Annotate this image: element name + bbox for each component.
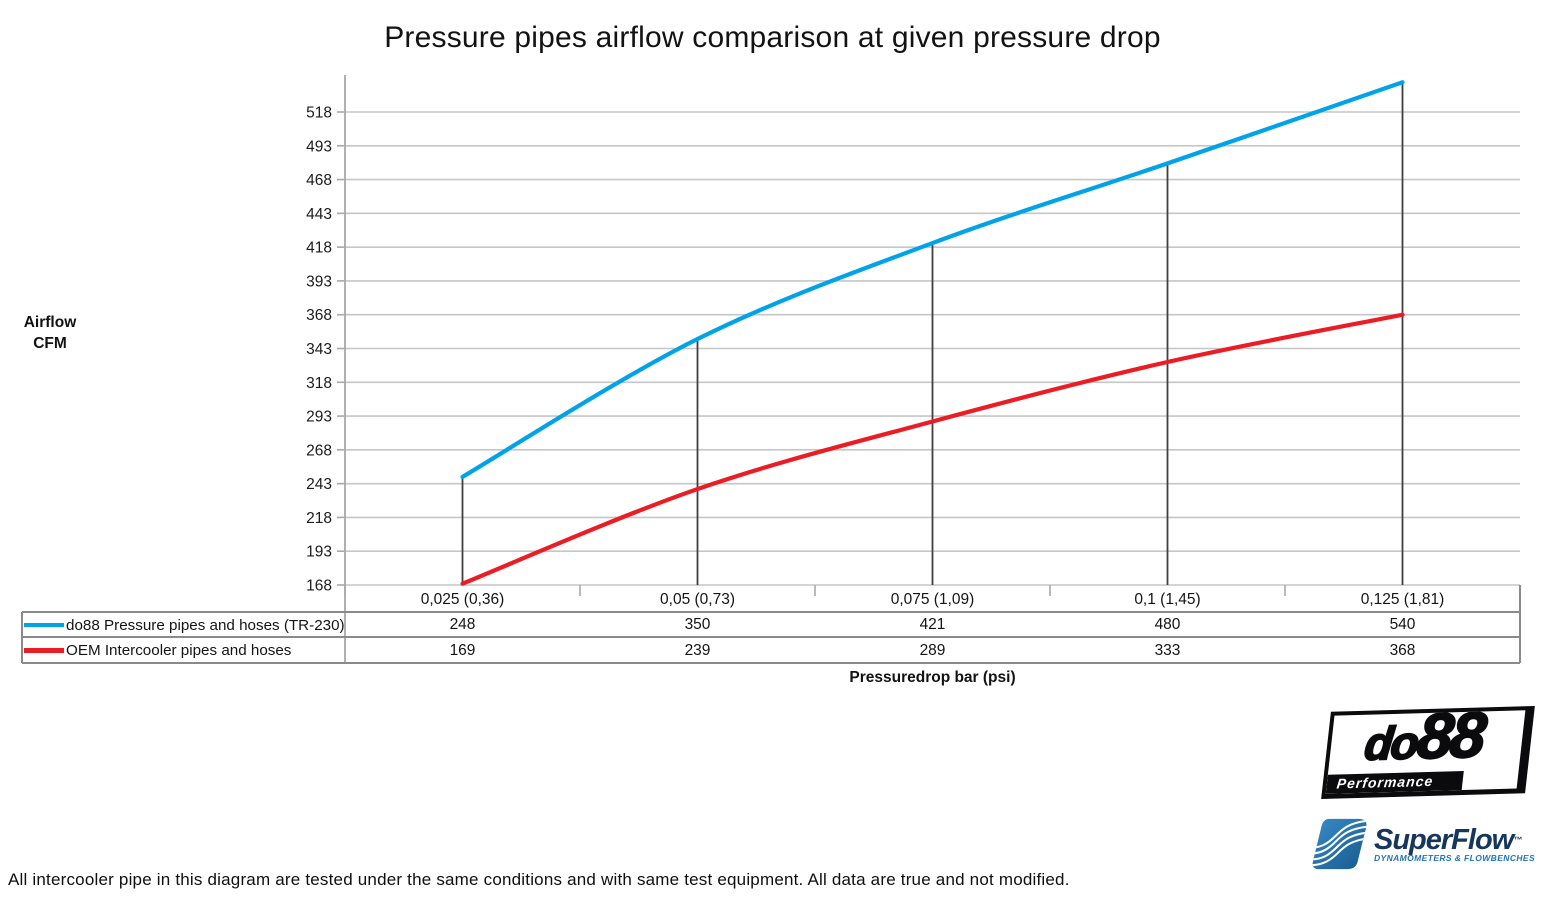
legend-label: OEM Intercooler pipes and hoses bbox=[66, 642, 292, 659]
y-axis-title-line2: CFM bbox=[33, 335, 67, 352]
y-axis-tick-label: 193 bbox=[306, 544, 332, 561]
y-axis-tick-label: 243 bbox=[306, 476, 332, 493]
do88-word-prefix: do bbox=[1361, 715, 1421, 771]
chart-title: Pressure pipes airflow comparison at giv… bbox=[384, 21, 1161, 54]
y-axis-tick-label: 293 bbox=[306, 409, 332, 426]
legend-item: do88 Pressure pipes and hoses (TR-230) bbox=[24, 614, 345, 636]
superflow-logo: SuperFlow™ DYNAMOMETERS & FLOWBENCHES bbox=[1312, 817, 1545, 871]
superflow-tagline: DYNAMOMETERS & FLOWBENCHES bbox=[1374, 853, 1536, 863]
legend-swatch bbox=[24, 648, 64, 653]
y-axis-tick-label: 443 bbox=[306, 206, 332, 223]
table-value-cell: 540 bbox=[1389, 616, 1416, 633]
superflow-trademark: ™ bbox=[1513, 835, 1522, 845]
do88-logo-word: do 88 bbox=[1328, 706, 1521, 776]
superflow-s-icon bbox=[1312, 818, 1367, 870]
table-value-cell: 368 bbox=[1389, 642, 1416, 659]
y-axis-tick-label: 368 bbox=[306, 307, 332, 324]
y-axis-tick-label: 393 bbox=[306, 273, 332, 290]
do88-logo-frame: do 88 Performance bbox=[1321, 705, 1535, 800]
y-axis-title: Airflow CFM bbox=[10, 312, 90, 354]
table-value-cell: 421 bbox=[919, 616, 946, 633]
y-axis-tick-label: 468 bbox=[306, 172, 332, 189]
series-line-oem bbox=[460, 312, 1405, 586]
superflow-logo-text: SuperFlow™ DYNAMOMETERS & FLOWBENCHES bbox=[1374, 825, 1535, 863]
y-axis-tick-label: 418 bbox=[306, 240, 332, 257]
y-axis-tick-label: 343 bbox=[306, 341, 332, 358]
x-axis-label: 0,05 (0,73) bbox=[660, 591, 735, 608]
legend-item: OEM Intercooler pipes and hoses bbox=[24, 639, 344, 662]
do88-word-suffix: 88 bbox=[1413, 705, 1488, 773]
x-axis-label: 0,125 (1,81) bbox=[1360, 591, 1445, 608]
y-axis-title-line1: Airflow bbox=[23, 314, 77, 331]
do88-logo-tagline: Performance bbox=[1325, 771, 1464, 794]
x-axis-label: 0,025 (0,36) bbox=[420, 591, 505, 608]
legend-label: do88 Pressure pipes and hoses (TR-230) bbox=[66, 616, 345, 634]
footnote-text: All intercooler pipe in this diagram are… bbox=[8, 870, 1070, 889]
table-value-cell: 169 bbox=[449, 642, 476, 659]
y-axis-tick-label: 493 bbox=[306, 138, 332, 155]
y-axis-tick-label: 318 bbox=[306, 375, 332, 392]
table-value-cell: 239 bbox=[684, 642, 711, 659]
y-axis-tick-label: 168 bbox=[306, 578, 332, 595]
x-axis-title: Pressuredrop bar (psi) bbox=[849, 669, 1016, 686]
table-value-cell: 289 bbox=[919, 642, 946, 659]
table-value-cell: 480 bbox=[1154, 616, 1181, 633]
y-axis-tick-label: 218 bbox=[306, 510, 332, 527]
y-axis-tick-label: 268 bbox=[306, 442, 332, 459]
table-value-cell: 350 bbox=[684, 616, 711, 633]
table-value-cell: 248 bbox=[449, 616, 476, 633]
series-line-do88 bbox=[460, 80, 1405, 479]
superflow-wordmark: SuperFlow bbox=[1374, 824, 1514, 856]
y-axis-tick-label: 518 bbox=[306, 105, 332, 122]
x-axis-label: 0,075 (1,09) bbox=[890, 591, 975, 608]
legend-swatch bbox=[24, 622, 64, 628]
x-axis-label: 0,1 (1,45) bbox=[1134, 591, 1201, 608]
do88-logo: do 88 Performance bbox=[1321, 705, 1535, 800]
table-value-cell: 333 bbox=[1154, 642, 1181, 659]
superflow-name: SuperFlow™ bbox=[1374, 825, 1535, 855]
